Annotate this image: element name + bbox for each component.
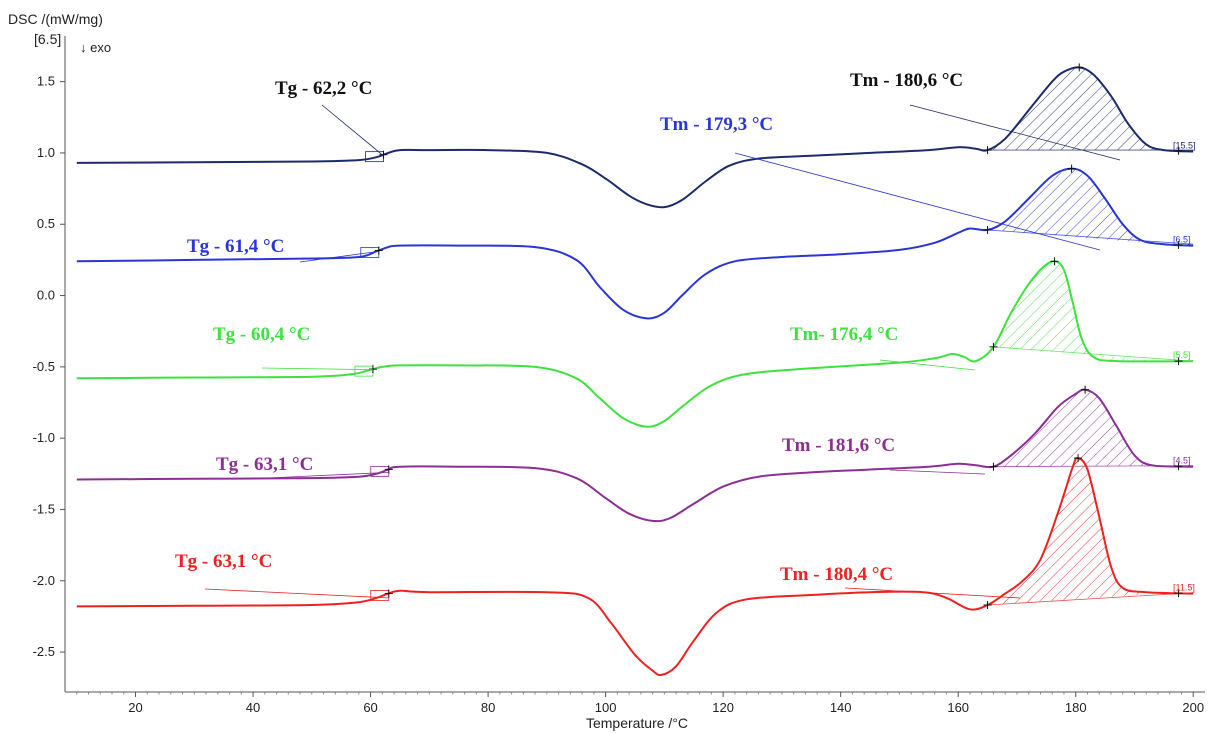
axis-ticks: 20 40 60 80 100 120 140 160 180 200 1.5 1.0 0.5 0.0 -0… <box>33 74 1205 715</box>
y-tick-label: 0.0 <box>37 288 55 303</box>
tg-leader-line <box>299 250 379 263</box>
dsc-curves: [15.5] [6.5] [5.5] [4.5] [11.5] <box>76 63 1196 677</box>
y-tick-label: -2.5 <box>33 644 55 659</box>
y-tick-label: -1.0 <box>33 430 55 445</box>
tm-leader-line <box>909 104 1121 161</box>
melt-peak-area <box>993 389 1164 467</box>
x-tick-label: 180 <box>1065 700 1087 715</box>
x-tick-label: 160 <box>947 700 969 715</box>
tm-annotation: Tm - 179,3 °C <box>660 114 773 135</box>
dsc-curve <box>76 260 1194 428</box>
tm-annotation: Tm - 180,6 °C <box>850 70 963 91</box>
exo-direction-label: ↓ exo <box>80 40 111 55</box>
tg-leader-line <box>204 588 389 599</box>
curve-end-marker: [5.5] <box>1173 350 1191 360</box>
curve-end-marker: [15.5] <box>1173 141 1196 151</box>
tg-leader-line <box>321 104 384 157</box>
tg-annotation: Tg - 60,4 °C <box>213 324 310 345</box>
x-tick-label: 60 <box>363 700 377 715</box>
tg-annotation: Tg - 62,2 °C <box>275 78 372 99</box>
melt-peak-area <box>987 458 1164 605</box>
y-tick-label: 0.5 <box>37 216 55 231</box>
y-tick-label: -0.5 <box>33 359 55 374</box>
plot-frame <box>64 36 1205 693</box>
x-tick-label: 40 <box>246 700 260 715</box>
melt-peak-area <box>987 168 1164 245</box>
curve-end-marker: [11.5] <box>1173 583 1195 593</box>
tm-leader-line <box>879 359 976 371</box>
tg-leader-line <box>267 471 389 479</box>
melt-baseline <box>987 592 1194 606</box>
annotation-leader-lines <box>204 104 1121 599</box>
tg-annotation: Tg - 63,1 °C <box>216 454 313 475</box>
x-tick-label: 120 <box>712 700 734 715</box>
y-tick-label: -2.0 <box>33 573 55 588</box>
tm-annotation: Tm- 176,4 °C <box>790 324 898 345</box>
curve-end-marker: [6.5] <box>1173 235 1191 245</box>
tm-leader-line <box>734 152 1101 251</box>
y-tick-label: -1.5 <box>33 501 55 516</box>
tg-leader-line <box>261 367 373 371</box>
dsc-curve <box>76 167 1194 320</box>
tm-annotation: Tm - 180,4 °C <box>780 564 893 585</box>
tm-leader-line <box>844 587 1021 599</box>
y-tick-label: 1.5 <box>37 74 55 89</box>
x-tick-label: 80 <box>481 700 495 715</box>
y-axis-title: DSC /(mW/mg) <box>8 11 103 27</box>
curve-end-marker: [4.5] <box>1173 456 1191 466</box>
y-axis-prefix: [6.5] <box>34 31 61 47</box>
melt-baseline <box>993 346 1194 362</box>
tg-annotation: Tg - 61,4 °C <box>187 236 284 257</box>
melt-peak-areas <box>987 67 1194 606</box>
x-tick-label: 20 <box>128 700 142 715</box>
y-tick-label: 1.0 <box>37 145 55 160</box>
melt-peak-area <box>993 261 1164 362</box>
tm-leader-line <box>889 469 986 475</box>
annotations: Tg - 62,2 °C Tm - 180,6 °C Tg - 61,4 °C Tm … <box>175 70 963 585</box>
x-axis-title: Temperature /°C <box>586 715 688 731</box>
tm-annotation: Tm - 181,6 °C <box>782 435 895 456</box>
x-tick-label: 140 <box>830 700 852 715</box>
melt-peak-area <box>987 67 1164 151</box>
tg-annotation: Tg - 63,1 °C <box>175 551 272 572</box>
x-tick-label: 100 <box>595 700 617 715</box>
melt-baseline <box>987 229 1194 245</box>
x-tick-label: 200 <box>1182 700 1204 715</box>
